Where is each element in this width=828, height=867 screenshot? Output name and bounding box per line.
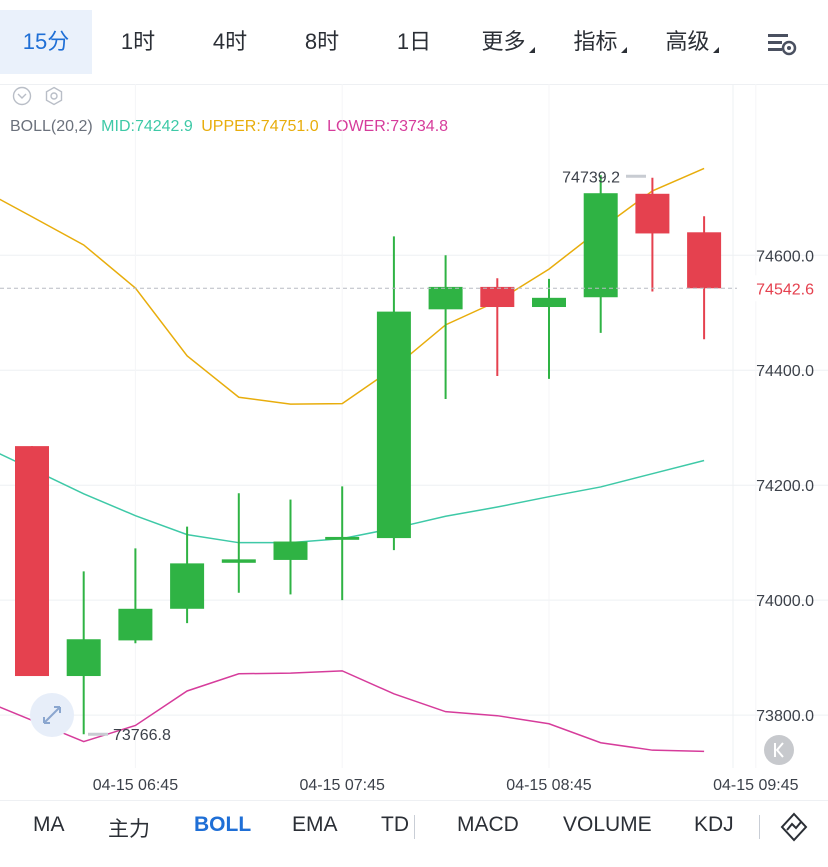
- candle: [325, 486, 360, 601]
- expand-icon: [43, 706, 61, 724]
- candle-body: [118, 608, 153, 641]
- tab-15min[interactable]: 15分: [0, 10, 92, 74]
- candle: [376, 236, 411, 551]
- tab-8h[interactable]: 8时: [304, 29, 340, 54]
- indicator-tabs: MA 主力 BOLL EMA TD MACD VOLUME KDJ: [0, 800, 828, 867]
- collapse-indicator-icon[interactable]: [12, 86, 32, 106]
- candle: [428, 255, 463, 399]
- candlestick-chart[interactable]: 74600.0 74400.0 74200.0 74000.0 73800.0 04-1…: [0, 84, 828, 800]
- caret-icon: [712, 47, 719, 53]
- boll-mid-line: [0, 453, 705, 544]
- candle: [66, 571, 101, 735]
- menu-advanced-label: 高级: [665, 29, 710, 54]
- y-tick-label: 74200.0: [756, 478, 814, 495]
- tab-ma[interactable]: MA: [33, 813, 65, 836]
- indicator-settings-icon[interactable]: [44, 86, 64, 106]
- y-axis: 74600.0 74400.0 74200.0 74000.0 73800.0: [756, 248, 814, 725]
- candle: [221, 493, 256, 593]
- menu-indicators[interactable]: 指标: [554, 10, 646, 74]
- zoom-button[interactable]: [30, 693, 74, 737]
- boll-upper-line: [0, 167, 705, 405]
- candle: [170, 526, 205, 624]
- caret-icon: [620, 47, 627, 53]
- tab-td[interactable]: TD: [381, 813, 409, 836]
- chart-settings-icon[interactable]: [760, 24, 800, 62]
- timeframe-bar: 15分 1时 4时 8时 1日 更多 指标 高级: [0, 0, 828, 85]
- candle-body: [376, 311, 411, 539]
- boll-legend: BOLL(20,2) MID:74242.9 UPPER:74751.0 LOW…: [10, 118, 448, 136]
- last-price-bg: [737, 275, 828, 302]
- candle-body: [221, 559, 256, 563]
- menu-more-label: 更多: [481, 29, 526, 54]
- candle-body: [325, 536, 360, 540]
- x-tick-label: 04-15 09:45: [713, 777, 799, 794]
- boll-upper-value: UPPER:74751.0: [201, 118, 319, 135]
- candle-body: [532, 297, 566, 308]
- y-tick-label: 74600.0: [756, 248, 814, 265]
- high-marker-label: 74739.2: [562, 169, 620, 186]
- boll-lower-line: [0, 670, 705, 753]
- tab-divider: [414, 815, 415, 839]
- candle-body: [428, 286, 463, 310]
- menu-advanced[interactable]: 高级: [646, 10, 738, 74]
- skip-to-latest-icon: [774, 742, 784, 758]
- boll-mid-value: MID:74242.9: [101, 118, 193, 135]
- scroll-to-latest-bg[interactable]: [764, 735, 794, 765]
- indicator-chart-icon[interactable]: [778, 811, 810, 843]
- tab-ema[interactable]: EMA: [292, 813, 338, 836]
- y-tick-label: 74400.0: [756, 363, 814, 380]
- candle-body: [687, 232, 722, 289]
- caret-icon: [528, 47, 535, 53]
- candle: [480, 278, 515, 376]
- candle-body: [583, 193, 618, 298]
- y-tick-label: 74000.0: [756, 593, 814, 610]
- markers: 74542.6 74739.2 73766.8: [0, 169, 828, 744]
- boll-lower-value: LOWER:73734.8: [327, 118, 449, 135]
- tab-4h[interactable]: 4时: [212, 29, 248, 54]
- candle-body: [170, 563, 205, 609]
- tab-kdj[interactable]: KDJ: [694, 813, 734, 836]
- y-tick-label: 73800.0: [756, 708, 814, 725]
- last-price-label: 74542.6: [756, 281, 814, 298]
- tab-1d[interactable]: 1日: [396, 29, 432, 54]
- grid: [0, 84, 828, 768]
- scroll-to-latest-button[interactable]: [764, 735, 794, 765]
- candle-body: [15, 446, 49, 677]
- menu-more[interactable]: 更多: [462, 10, 554, 74]
- x-tick-label: 04-15 06:45: [93, 777, 179, 794]
- candles: [15, 175, 722, 735]
- tab-divider: [759, 815, 760, 839]
- candle: [532, 278, 566, 379]
- x-tick-label: 04-15 07:45: [299, 777, 385, 794]
- x-axis: 04-15 06:45 04-15 07:45 04-15 08:45 04-15 0…: [93, 777, 799, 794]
- menu-indicators-label: 指标: [573, 29, 618, 54]
- candle: [15, 446, 49, 677]
- low-marker-label: 73766.8: [113, 727, 171, 744]
- candle: [118, 548, 153, 644]
- x-tick-label: 04-15 08:45: [506, 777, 592, 794]
- tab-main-force[interactable]: 主力: [108, 818, 150, 841]
- candle-body: [273, 541, 308, 560]
- tab-1h[interactable]: 1时: [120, 29, 156, 54]
- tab-volume[interactable]: VOLUME: [563, 813, 652, 836]
- tab-boll[interactable]: BOLL: [194, 813, 252, 836]
- candle: [273, 499, 308, 595]
- candle-body: [66, 639, 101, 677]
- candle-body: [635, 193, 670, 234]
- boll-name: BOLL(20,2): [10, 118, 93, 135]
- candle: [583, 175, 618, 333]
- candle: [687, 216, 722, 340]
- candle-body: [480, 286, 515, 308]
- candle: [635, 177, 670, 292]
- tab-macd[interactable]: MACD: [457, 813, 519, 836]
